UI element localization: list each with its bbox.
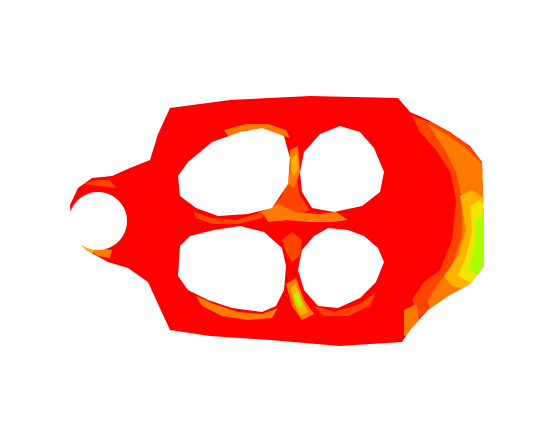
band-center-horizontal (262, 204, 348, 222)
band-bottom-hole-gap-lowest (294, 292, 302, 308)
band-bottom-left-hole-edge (196, 296, 278, 320)
band-left-lug-top (84, 180, 116, 188)
band-top-left-hole-edge (224, 124, 290, 138)
plate-body (70, 96, 484, 346)
band-center-lower (282, 232, 302, 262)
band-left-lug-bottom-low (76, 238, 94, 254)
band-left-lug-bottom (74, 234, 112, 258)
contour-bands (74, 116, 484, 336)
band-right-lowest (468, 214, 484, 278)
band-center-cross-low (291, 154, 298, 176)
band-bottom-right-hole-edge (314, 292, 376, 316)
band-left-hole-edge (194, 206, 270, 224)
